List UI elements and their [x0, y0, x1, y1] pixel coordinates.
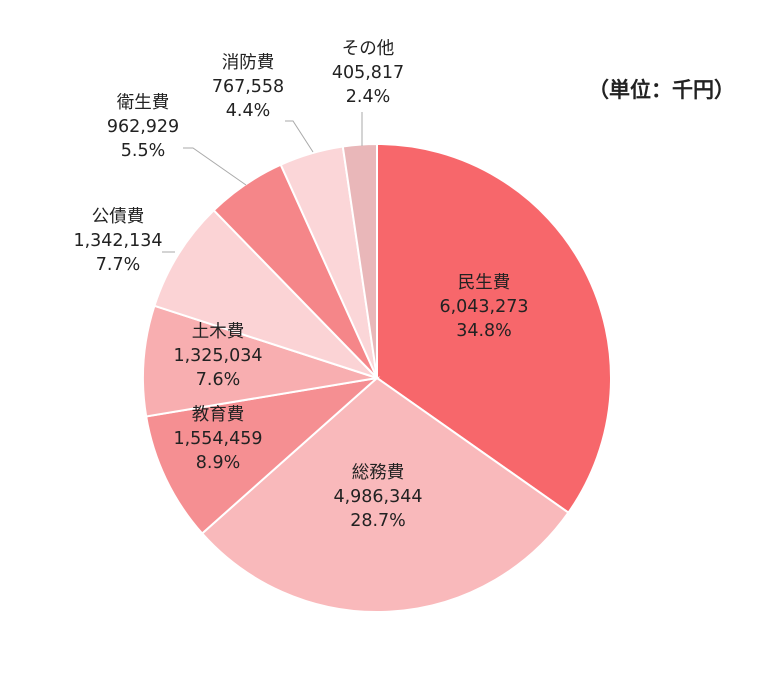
slice-label-4: 土木費 1,325,034 7.6% — [173, 322, 262, 390]
slice-percent: 5.5% — [121, 141, 165, 161]
slice-label-5: 公債費 1,342,134 7.7% — [73, 207, 162, 275]
slice-value: 767,558 — [212, 77, 284, 97]
leader-lines — [162, 112, 363, 253]
slice-label-7: 消防費 767,558 4.4% — [212, 53, 284, 121]
slice-label-2: 総務費 4,986,344 28.7% — [333, 463, 422, 531]
slice-labels: 民生費 6,043,273 34.8% 総務費 4,986,344 28.7% 教育費 1,5… — [73, 39, 528, 531]
slice-name: 土木費 — [192, 322, 245, 342]
slice-name: 消防費 — [222, 53, 275, 73]
slice-value: 1,554,459 — [173, 429, 262, 449]
pie-slice-2 — [200, 376, 570, 613]
slice-name: 衛生費 — [117, 93, 170, 113]
slice-percent: 34.8% — [456, 321, 512, 341]
slice-value: 405,817 — [332, 63, 404, 83]
slice-percent: 2.4% — [346, 87, 390, 107]
slice-value: 6,043,273 — [439, 297, 528, 317]
slice-percent: 8.9% — [196, 453, 240, 473]
slice-label-6: 衛生費 962,929 5.5% — [107, 93, 179, 161]
slice-label-1: 民生費 6,043,273 34.8% — [439, 273, 528, 341]
leader-line-6 — [183, 147, 247, 186]
slice-label-3: 教育費 1,554,459 8.9% — [173, 405, 262, 473]
slice-percent: 7.7% — [96, 255, 140, 275]
pie-slice-8 — [341, 142, 378, 379]
pie-slice-5 — [153, 208, 378, 379]
slice-name: 総務費 — [352, 463, 405, 483]
slice-value: 1,342,134 — [73, 231, 162, 251]
slice-name: 教育費 — [192, 405, 245, 425]
slice-value: 962,929 — [107, 117, 179, 137]
unit-label: （単位：千円） — [588, 78, 735, 102]
pie-slice-3 — [145, 376, 381, 535]
slice-percent: 7.6% — [196, 370, 240, 390]
slice-value: 4,986,344 — [333, 487, 422, 507]
leader-line-7 — [285, 120, 314, 153]
slice-percent: 4.4% — [226, 101, 270, 121]
slice-percent: 28.7% — [350, 511, 406, 531]
slice-name: 民生費 — [458, 273, 511, 293]
pie-slices — [142, 142, 612, 613]
slice-name: その他 — [342, 39, 395, 59]
slice-label-8: その他 405,817 2.4% — [332, 39, 404, 107]
pie-slice-4 — [142, 304, 378, 418]
pie-slice-1 — [376, 142, 612, 515]
slice-name: 公債費 — [92, 207, 145, 227]
slice-value: 1,325,034 — [173, 346, 262, 366]
